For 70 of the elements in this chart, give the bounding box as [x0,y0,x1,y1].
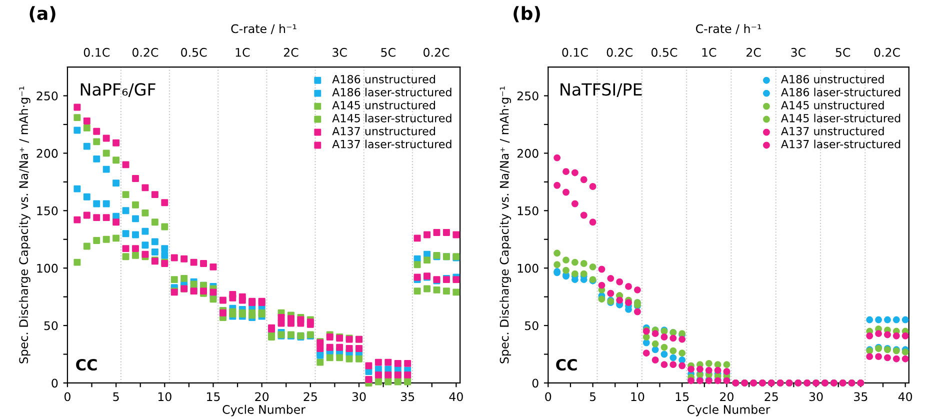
text: 0.1C [84,48,110,57]
y-axis-title: Spec. Discharge Capacity vs. Na/Na⁺ / mAh·g⁻¹ [500,86,512,364]
legend-label: A145 laser-structured [781,114,900,122]
y-tick-label: 250 [517,91,538,100]
chart-title: (a) [30,6,56,22]
text: 5C [381,48,396,57]
x-tick-label: 35 [854,392,868,402]
text: 2C [746,48,761,57]
text: 1C [702,48,716,57]
x-tick-label: 20 [720,392,734,402]
x-tick-label: 25 [304,392,317,402]
y-tick-label: 0 [52,378,58,388]
x2-axis-title: C-rate / h⁻¹ [696,24,762,34]
text: 0.2C [424,48,450,57]
y-tick-label: 150 [518,206,538,216]
x-tick-label: 0 [545,392,552,402]
y-tick-label: 100 [518,264,538,273]
legend-label: A145 laser-structured [332,114,452,122]
x-tick-label: 40 [898,392,912,402]
text: 0.2C [874,48,900,57]
text: 3C [332,48,347,57]
legend-label: A137 unstructured [332,126,435,136]
legend-label: A186 laser-structured [781,88,900,96]
x-tick-label: 5 [590,392,596,402]
y-tick-label: 150 [37,206,58,216]
annotation: CC [76,358,97,371]
x-tick-label: 5 [113,392,119,402]
x-tick-label: 15 [676,392,689,402]
x-tick-label: 15 [207,392,220,402]
x-tick-label: 10 [158,392,172,402]
x-tick-label: 35 [400,392,414,402]
legend-label: A186 unstructured [781,74,884,84]
text: 0.2C [606,48,632,57]
x-tick-label: 30 [352,392,366,402]
x-tick-label: 0 [64,392,70,402]
x-axis-title: Cycle Number [687,404,770,416]
y-tick-label: 200 [517,148,538,158]
x-axis-title: Cycle Number [222,404,306,416]
legend-label: A145 unstructured [332,100,435,110]
text: 0.2C [132,48,158,57]
x-tick-label: 40 [449,392,463,402]
x-tick-label: 10 [631,392,644,402]
x-tick-label: 25 [764,392,778,402]
x-tick-label: 20 [255,392,269,402]
text: 0.5C [651,48,678,57]
y-tick-label: 50 [44,321,58,330]
annotation: NaPF₆/GF [80,83,156,98]
y-axis-title: Spec. Discharge Capacity vs. Na/Na⁺ / mAh·g⁻¹ [18,86,30,364]
x-tick-label: 30 [809,392,823,402]
y-tick-label: 100 [37,264,58,273]
text: 0.1C [562,48,588,57]
legend-label: A137 laser-structured [781,140,900,148]
y-tick-label: 0 [532,378,538,388]
text: 0.5C [181,48,207,57]
y-tick-label: 250 [36,91,58,100]
text: 2C [284,48,298,57]
chart-title: (b) [514,6,540,22]
legend-label: A186 unstructured [332,74,435,84]
text: 1C [236,48,250,57]
text: 5C [836,48,850,57]
y-tick-label: 50 [525,321,538,330]
y-tick-label: 200 [36,148,58,158]
annotation: CC [556,358,577,371]
annotation: NaTFSI/PE [560,83,642,98]
text: 3C [791,48,806,57]
legend-label: A137 laser-structured [332,140,452,148]
legend-label: A145 unstructured [781,100,884,110]
x2-axis-title: C-rate / h⁻¹ [231,24,296,34]
legend-label: A137 unstructured [781,126,884,136]
legend-label: A186 laser-structured [332,88,452,96]
